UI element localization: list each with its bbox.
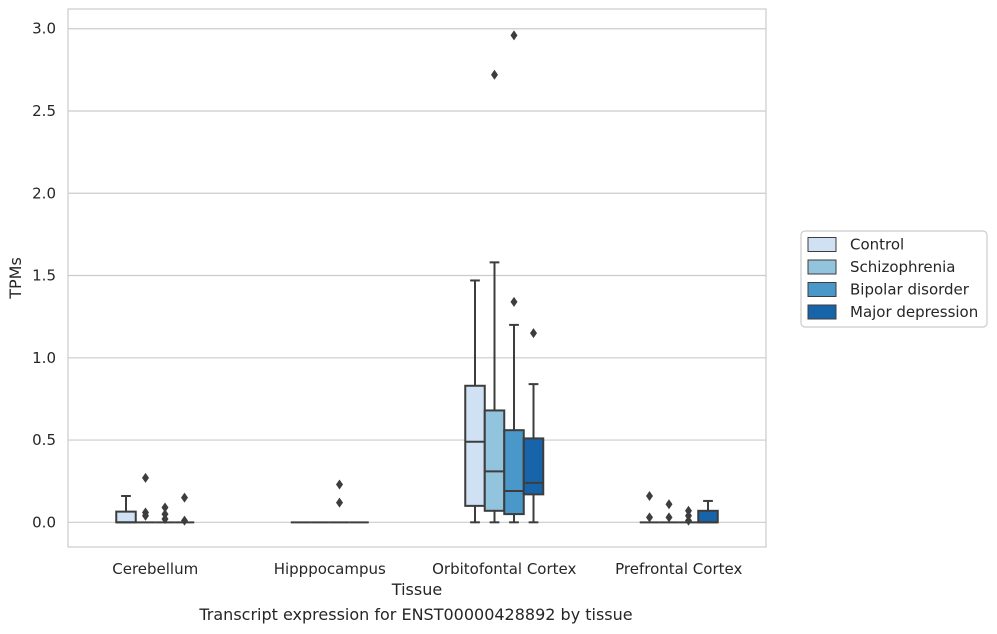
box-control <box>464 279 486 524</box>
outlier-point <box>685 515 692 526</box>
plot-frame <box>67 8 767 548</box>
box-body <box>115 510 137 524</box>
outlier-point <box>510 296 518 307</box>
y-axis-ticks: 0.0 0.5 1.0 1.5 2.0 2.5 3.0 <box>32 20 56 532</box>
box-body <box>503 429 525 516</box>
x-tick-label: Orbitofontal Cortex <box>432 560 576 578</box>
legend-swatch <box>807 259 837 275</box>
outlier-point <box>336 479 343 490</box>
outlier-point <box>665 512 673 523</box>
legend-swatch <box>807 282 837 297</box>
box-major-depression <box>697 499 719 524</box>
outlier-point <box>142 510 149 521</box>
legend-label: Control <box>850 236 904 254</box>
box-bipolar-disorder <box>329 479 350 524</box>
y-tick-label: 0.0 <box>32 513 56 531</box>
outlier-point <box>161 514 169 525</box>
box-control <box>639 490 660 524</box>
outlier-point <box>142 472 149 483</box>
box-body <box>522 437 545 496</box>
box-body <box>697 509 719 524</box>
y-tick-label: 3.0 <box>32 20 56 38</box>
box-bipolar-disorder <box>155 502 175 525</box>
outlier-point <box>646 512 653 523</box>
box-schizophrenia <box>659 499 679 524</box>
y-tick-label: 1.5 <box>32 267 56 285</box>
outlier-point <box>161 502 169 513</box>
outlier-point <box>491 69 498 80</box>
outlier-point <box>665 499 673 510</box>
gridlines <box>68 28 766 523</box>
chart-caption: Transcript expression for ENST0000042889… <box>199 605 633 624</box>
outlier-point <box>646 490 653 501</box>
legend-frame <box>800 230 988 328</box>
legend-label: Major depression <box>850 303 978 321</box>
box-body <box>464 384 486 507</box>
x-tick-label: Hipppocampus <box>274 560 386 578</box>
outlier-point <box>181 515 188 526</box>
plot-data <box>115 30 719 526</box>
x-tick-label: Prefrontal Cortex <box>615 560 742 578</box>
y-axis-label: TPMs <box>6 257 25 300</box>
y-tick-label: 0.5 <box>32 431 56 449</box>
box-body <box>483 409 506 512</box>
box-schizophrenia <box>483 69 506 524</box>
x-axis-ticks: Cerebellum Hipppocampus Orbitofontal Corte… <box>112 560 742 578</box>
legend: Control Schizophrenia Bipolar disorder Majo… <box>800 230 988 328</box>
box-schizophrenia <box>135 472 156 524</box>
outlier-point <box>181 492 188 503</box>
x-tick-label: Cerebellum <box>112 560 198 578</box>
legend-swatch <box>807 237 837 252</box>
legend-label: Schizophrenia <box>850 258 955 276</box>
legend-swatch <box>807 304 837 320</box>
box-major-depression <box>174 492 195 526</box>
box-control <box>115 494 137 524</box>
y-tick-label: 2.0 <box>32 184 56 202</box>
outlier-point <box>510 30 518 41</box>
box-bipolar-disorder <box>678 505 699 526</box>
outlier-point <box>336 497 343 508</box>
box-major-depression <box>522 328 545 524</box>
outlier-point <box>530 328 537 339</box>
box-bipolar-disorder <box>503 30 525 524</box>
legend-label: Bipolar disorder <box>850 281 970 299</box>
x-axis-label: Tissue <box>391 580 442 599</box>
y-tick-label: 2.5 <box>32 102 56 120</box>
y-tick-label: 1.0 <box>32 349 56 367</box>
